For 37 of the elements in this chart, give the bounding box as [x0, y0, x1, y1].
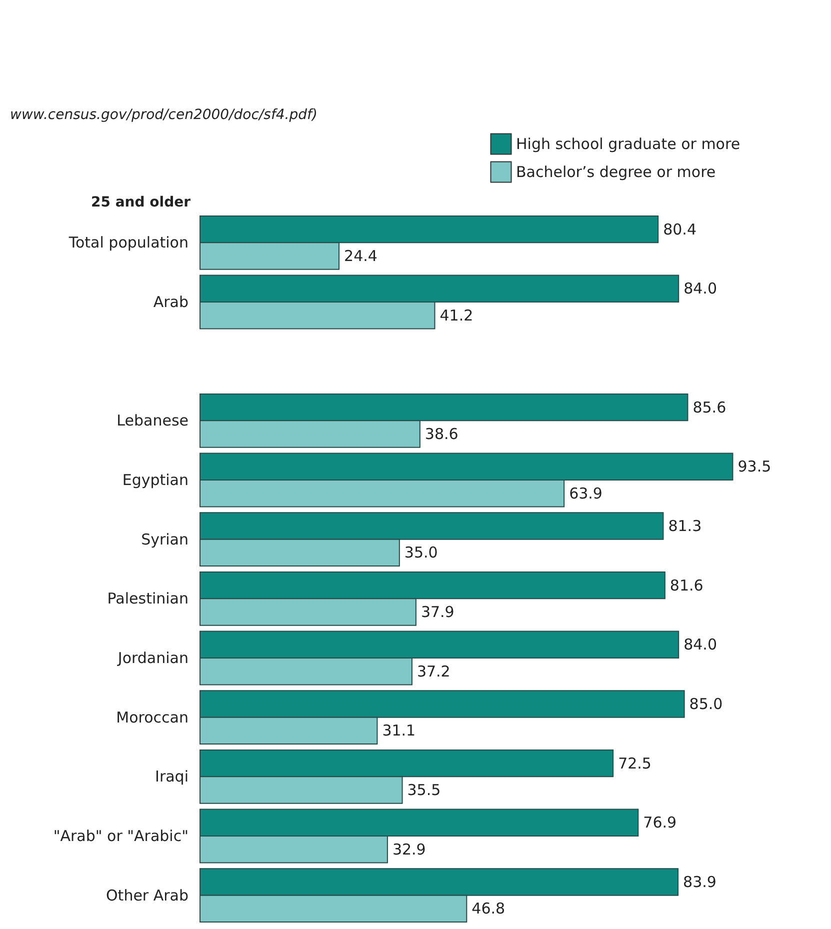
legend-label: Bachelor’s degree or more	[516, 163, 716, 181]
data-label: 38.6	[424, 425, 458, 444]
data-label: 81.3	[668, 516, 702, 535]
y-axis-title: 25 and older	[90, 194, 191, 210]
y-tick-label: Lebanese	[116, 412, 188, 430]
data-label: 84.0	[684, 280, 718, 298]
y-tick-label: Iraqi	[155, 768, 188, 786]
legend-label: High school graduate or more	[516, 135, 740, 153]
data-label: 35.0	[404, 544, 438, 562]
data-label: 37.2	[416, 662, 450, 680]
data-label: 35.5	[407, 781, 441, 800]
data-label: 31.1	[382, 722, 416, 740]
y-tick-label: Arab	[153, 293, 188, 311]
data-label: 24.4	[344, 247, 378, 266]
y-tick-label: Other Arab	[106, 886, 188, 904]
data-label: 80.4	[663, 220, 696, 238]
data-label: 63.9	[569, 484, 602, 502]
y-tick-label: Palestinian	[107, 590, 188, 608]
data-label: 37.9	[420, 603, 454, 622]
data-label: 85.6	[692, 398, 726, 416]
data-label: 32.9	[392, 840, 426, 858]
y-tick-label: Total population	[68, 234, 188, 252]
data-label: 76.9	[643, 814, 677, 832]
data-label: 83.9	[683, 872, 716, 891]
y-tick-label: Moroccan	[116, 708, 188, 726]
y-tick-label: Jordanian	[116, 649, 188, 667]
y-tick-label: Syrian	[141, 530, 188, 548]
data-label: 72.5	[618, 754, 652, 772]
data-label: 46.8	[472, 900, 506, 918]
data-label: 41.2	[440, 306, 474, 324]
text: www.census.gov/prod/cen2000/doc/sf4.pdf)	[10, 107, 318, 123]
data-label: 93.5	[738, 458, 772, 476]
data-label: 84.0	[684, 636, 718, 654]
data-label: 85.0	[689, 694, 723, 713]
y-tick-label: Egyptian	[122, 471, 188, 489]
y-tick-label: "Arab" or "Arabic"	[53, 827, 188, 845]
data-label: 81.6	[670, 576, 704, 594]
